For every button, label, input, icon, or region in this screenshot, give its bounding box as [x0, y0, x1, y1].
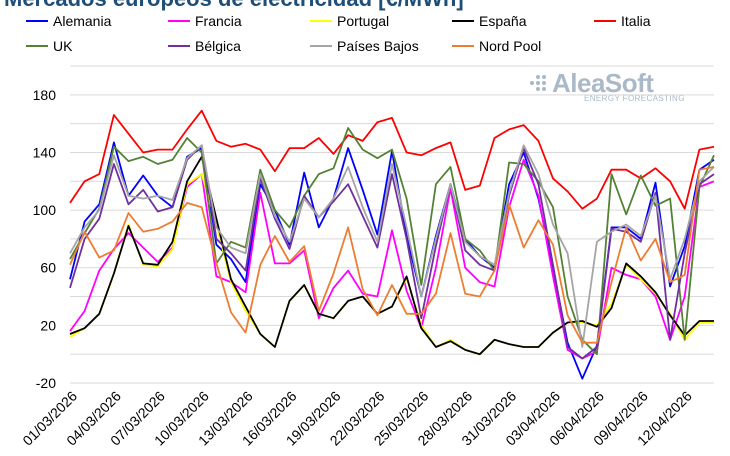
y-tick-label: -20	[36, 375, 56, 391]
series-line-italia	[69, 109, 715, 210]
y-tick-label: 100	[33, 202, 57, 218]
x-axis-ticks: 01/03/202604/03/202607/03/202610/03/2026…	[19, 388, 695, 449]
aleasoft-logo: AleaSoft ENERGY FORECASTING	[528, 68, 708, 108]
logo-wordmark: AleaSoft	[552, 68, 654, 98]
series-line-uk	[69, 127, 715, 356]
y-axis-ticks: -20 20 60 100 140 180	[33, 87, 57, 391]
legend-label: Portugal	[337, 13, 389, 29]
legend-label: Francia	[195, 13, 242, 29]
series-line-portugal	[69, 173, 714, 356]
series-line-españa	[69, 155, 714, 356]
chart-legend: Alemania Francia Portugal España Italia UK Bél…	[26, 13, 651, 54]
y-tick-label: 20	[40, 317, 56, 333]
legend-label: Alemania	[53, 13, 112, 29]
chart-title: Mercados europeos de electricidad [€/MWh…	[4, 0, 464, 12]
series-line-bélgica	[69, 144, 715, 360]
legend-label: Bélgica	[195, 38, 241, 54]
legend-label: UK	[53, 38, 73, 54]
legend-label: Países Bajos	[337, 38, 419, 54]
series-line-nord-pool	[69, 166, 715, 344]
legend-label: España	[479, 13, 527, 29]
series-line-países-bajos	[69, 144, 715, 348]
logo-dots-icon	[530, 75, 546, 91]
y-tick-label: 60	[40, 260, 56, 276]
legend-label: Italia	[621, 13, 651, 29]
legend-label: Nord Pool	[479, 38, 541, 54]
y-tick-label: 180	[33, 87, 57, 103]
series-lines	[69, 109, 715, 380]
y-tick-label: 140	[33, 144, 57, 160]
logo-tagline: ENERGY FORECASTING	[584, 94, 685, 103]
